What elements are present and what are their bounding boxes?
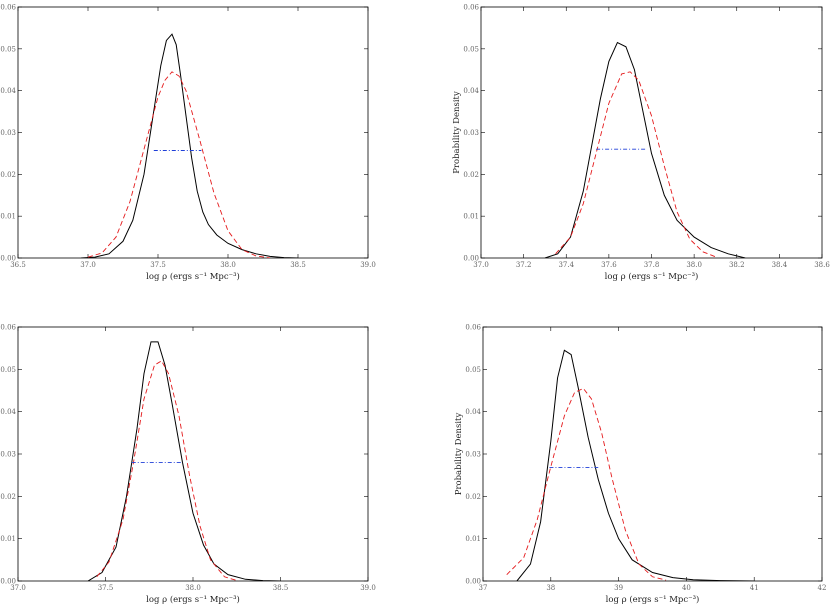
y-tick-label: 0.06 bbox=[465, 324, 481, 332]
x-axis-label: log ρ (ergs s⁻¹ Mpc⁻³) bbox=[606, 594, 700, 605]
x-tick-label: 38.0 bbox=[185, 584, 201, 592]
y-tick-label: 0.04 bbox=[463, 87, 479, 95]
y-tick-label: 0.03 bbox=[0, 129, 16, 137]
y-tick-label: 0.05 bbox=[0, 45, 16, 53]
y-tick-label: 0.00 bbox=[0, 255, 16, 263]
x-tick-label: 38 bbox=[546, 584, 555, 592]
x-tick-label: 42 bbox=[818, 584, 827, 592]
y-tick-label: 0.03 bbox=[463, 129, 479, 137]
panel-bottom-left: 37.0 37.5 38.0 38.5 39.0 0.00 0.01 0.02 0.03 0.04… bbox=[0, 324, 376, 606]
series-line-solid bbox=[544, 41, 746, 258]
y-tick-label: 0.02 bbox=[0, 493, 16, 501]
x-tick-label: 39.0 bbox=[360, 584, 376, 592]
y-tick-label: 0.01 bbox=[0, 213, 16, 221]
plot-frame bbox=[480, 6, 823, 259]
x-tick-label: 37.6 bbox=[601, 261, 617, 269]
series-line-dashed bbox=[506, 387, 667, 581]
x-tick-label: 37 bbox=[479, 584, 488, 592]
y-tick-label: 0.05 bbox=[465, 366, 481, 374]
x-tick-label: 38.0 bbox=[220, 261, 236, 269]
x-tick-label: 38.6 bbox=[814, 261, 830, 269]
x-tick-label: 39.0 bbox=[360, 261, 376, 269]
y-tick-label: 0.02 bbox=[465, 493, 481, 501]
x-tick-label: 41 bbox=[750, 584, 759, 592]
panel-bottom-right: 37 38 39 40 41 42 0.00 0.01 0.02 0.03 0.04 0.05 0.06… bbox=[454, 324, 826, 606]
x-tick-label: 37.5 bbox=[150, 261, 166, 269]
x-tick-label: 37.4 bbox=[558, 261, 574, 269]
y-tick-label: 0.02 bbox=[463, 171, 479, 179]
x-axis-label: log ρ (ergs s⁻¹ Mpc⁻³) bbox=[146, 271, 240, 282]
y-tick-label: 0.02 bbox=[0, 171, 16, 179]
x-tick-label: 38.5 bbox=[273, 584, 289, 592]
panel-top-left: 36.5 37.0 37.5 38.0 38.5 39.0 0.00 0.01 0.02 0.03… bbox=[0, 4, 376, 283]
x-tick-label: 36.5 bbox=[10, 261, 26, 269]
x-tick-label: 40 bbox=[682, 584, 691, 592]
plot-frame bbox=[482, 326, 823, 582]
plot-frame bbox=[17, 6, 369, 259]
y-tick-label: 0.04 bbox=[0, 87, 16, 95]
y-tick-label: 0.06 bbox=[0, 324, 16, 332]
x-tick-label: 37.2 bbox=[516, 261, 532, 269]
y-tick-label: 0.04 bbox=[0, 408, 16, 416]
y-tick-label: 0.04 bbox=[465, 408, 481, 416]
x-tick-label: 37.0 bbox=[10, 584, 26, 592]
series-line-dashed bbox=[555, 71, 716, 258]
series-line-solid bbox=[80, 33, 299, 258]
y-tick-label: 0.06 bbox=[0, 4, 16, 12]
x-tick-label: 37.0 bbox=[473, 261, 489, 269]
y-tick-label: 0.00 bbox=[463, 255, 479, 263]
x-tick-label: 38.4 bbox=[772, 261, 788, 269]
plot-frame bbox=[17, 326, 369, 582]
y-axis-label: Probability Density bbox=[452, 91, 462, 174]
series-line-dashed bbox=[87, 71, 271, 258]
y-tick-label: 0.06 bbox=[463, 4, 479, 12]
y-axis-label: Probability Density bbox=[454, 413, 464, 496]
x-tick-label: 38.2 bbox=[729, 261, 745, 269]
panel-top-right: 37.0 37.2 37.4 37.6 37.8 38.0 38.2 38.4 38.6 0.00… bbox=[452, 4, 830, 283]
series-line-dashed bbox=[96, 360, 239, 581]
x-tick-label: 38.5 bbox=[290, 261, 306, 269]
x-tick-label: 37.8 bbox=[644, 261, 660, 269]
y-tick-label: 0.01 bbox=[0, 535, 16, 543]
y-tick-label: 0.00 bbox=[0, 578, 16, 586]
series-line-solid bbox=[87, 341, 281, 581]
series-line-solid bbox=[516, 349, 755, 581]
y-tick-label: 0.01 bbox=[463, 213, 479, 221]
x-tick-label: 37.5 bbox=[98, 584, 114, 592]
y-tick-label: 0.03 bbox=[0, 451, 16, 459]
y-tick-label: 0.05 bbox=[463, 45, 479, 53]
y-tick-label: 0.05 bbox=[0, 366, 16, 374]
x-tick-label: 38.0 bbox=[686, 261, 702, 269]
x-tick-label: 39 bbox=[614, 584, 623, 592]
y-tick-label: 0.01 bbox=[465, 535, 481, 543]
y-tick-label: 0.03 bbox=[465, 451, 481, 459]
y-tick-label: 0.00 bbox=[465, 578, 481, 586]
x-axis-label: log ρ (ergs s⁻¹ Mpc⁻³) bbox=[605, 271, 699, 282]
x-axis-label: log ρ (ergs s⁻¹ Mpc⁻³) bbox=[146, 594, 240, 605]
x-tick-label: 37.0 bbox=[80, 261, 96, 269]
